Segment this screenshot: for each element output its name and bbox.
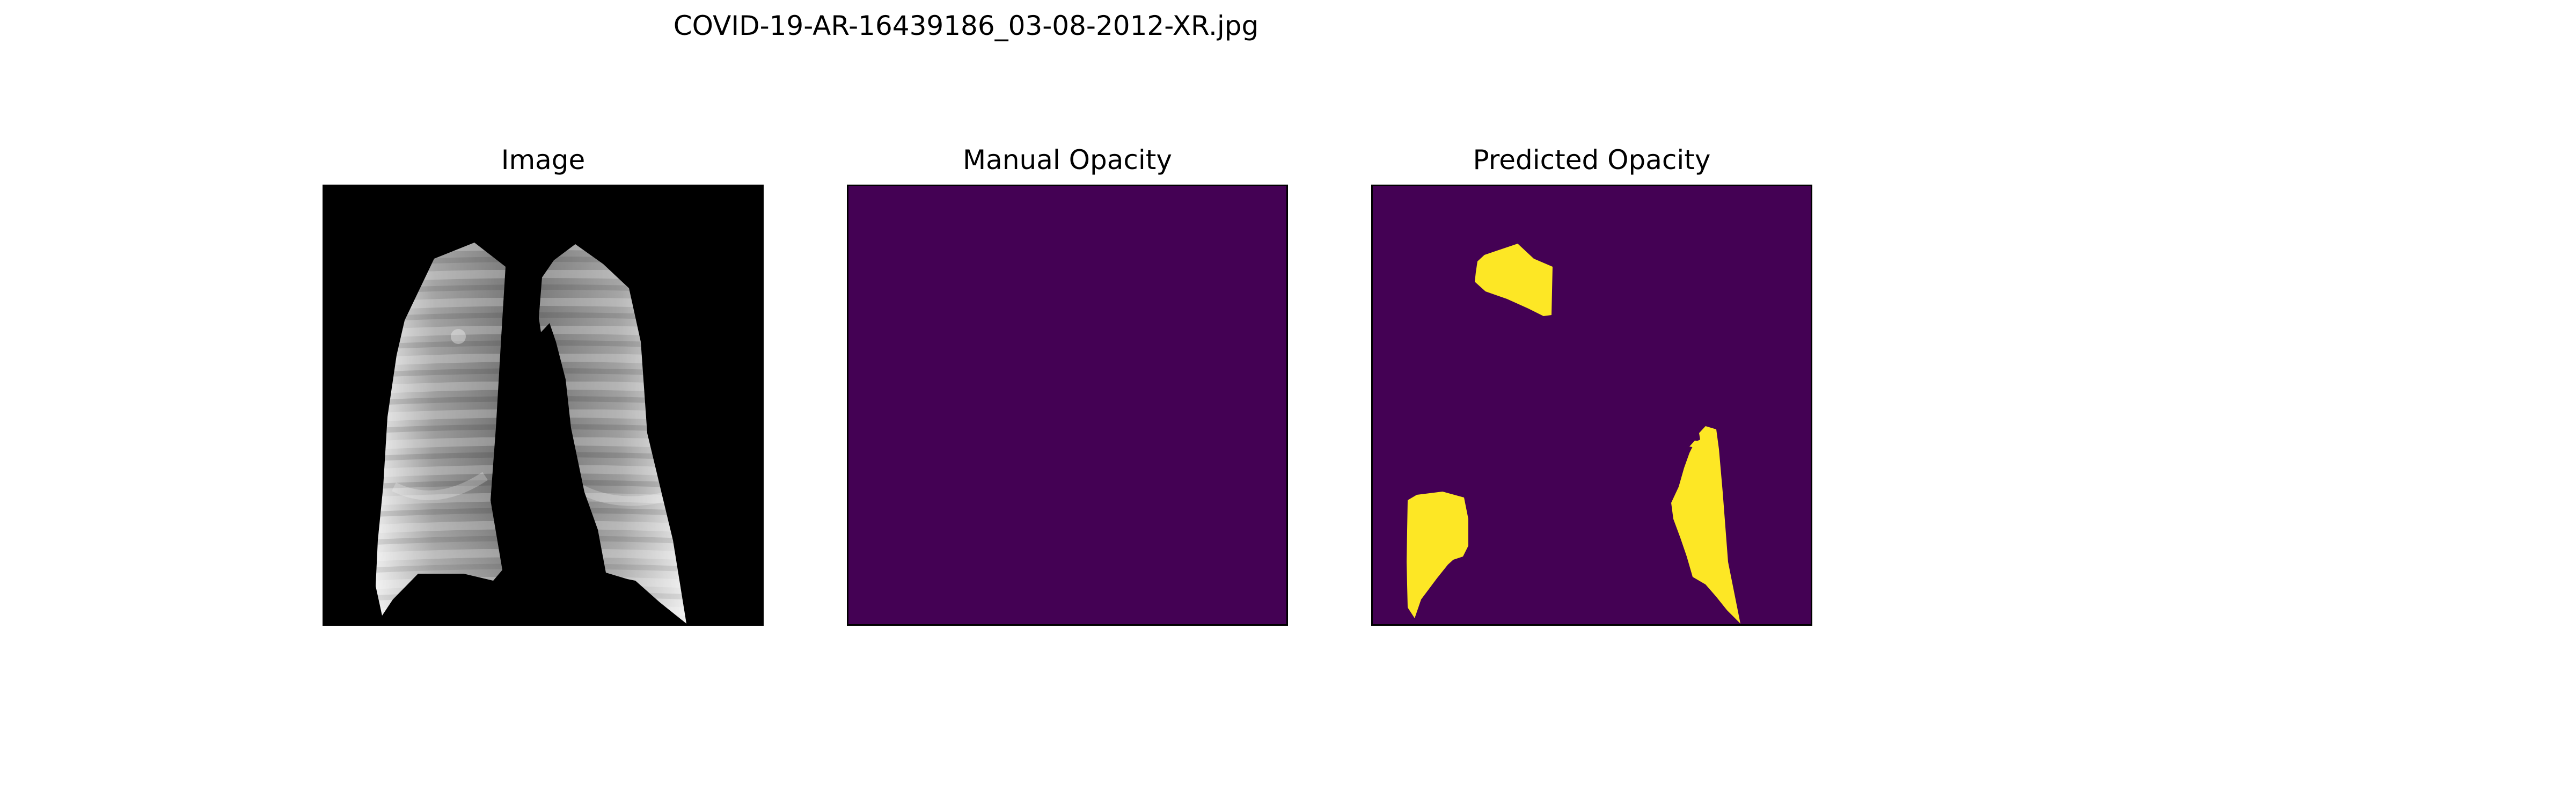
xray-image-panel <box>323 185 764 626</box>
manual-opacity-canvas <box>848 186 1286 624</box>
xray-image <box>324 186 762 624</box>
figure-title: COVID-19-AR-16439186_03-08-2012-XR.jpg <box>673 10 1259 41</box>
opacity-region-lower-left <box>1407 492 1468 618</box>
panel-title-predicted-opacity: Predicted Opacity <box>1473 144 1711 175</box>
opacity-region-lower-right <box>1671 426 1740 624</box>
opacity-region-upper-left <box>1475 244 1553 316</box>
opacity-region-notch <box>1689 441 1701 448</box>
predicted-opacity-canvas <box>1373 186 1811 624</box>
panel-title-manual-opacity: Manual Opacity <box>963 144 1172 175</box>
predicted-opacity-mask <box>1371 185 1812 626</box>
manual-opacity-mask <box>847 185 1288 626</box>
panel-title-image: Image <box>501 144 586 175</box>
